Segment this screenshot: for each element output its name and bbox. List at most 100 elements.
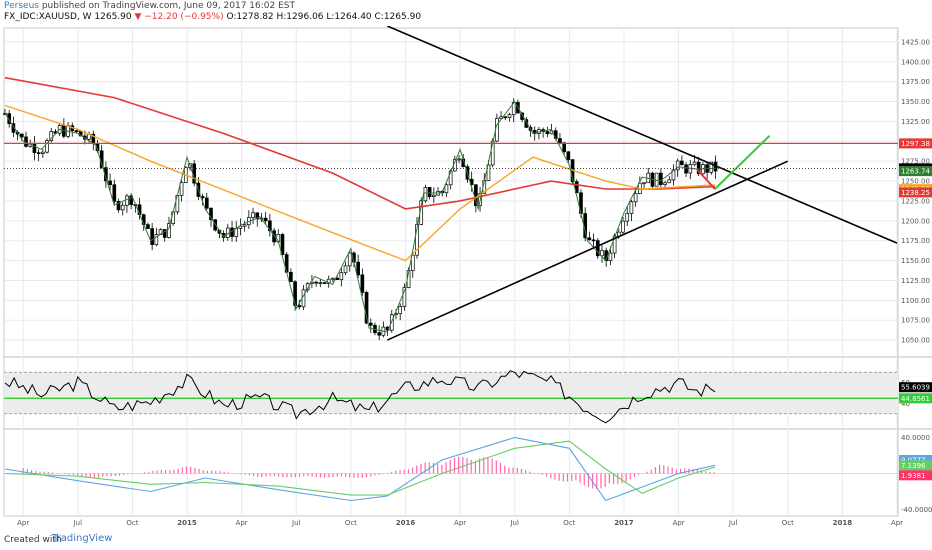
- candle-body: [457, 158, 461, 161]
- candle-body: [423, 187, 428, 202]
- moving-average-red: [4, 76, 716, 210]
- macd-tag-bg: [899, 455, 932, 465]
- rsi-tag-bg: [899, 382, 932, 393]
- y-tick-label: 1375.00: [901, 78, 930, 86]
- candle-body: [591, 239, 596, 242]
- candle-body: [507, 114, 512, 118]
- symbol-line: FX_IDC:XAUUSD, W 1265.90 ▼ −12.20 (−0.95…: [4, 12, 421, 22]
- published-info: published on TradingView.com, June 09, 2…: [41, 1, 295, 11]
- candle-body: [402, 287, 407, 307]
- x-tick-label: Jul: [509, 519, 519, 527]
- y-tick-label: 1075.00: [901, 317, 930, 325]
- x-tick-label: Oct: [563, 519, 575, 527]
- candle-body: [19, 133, 24, 138]
- rsi-tag-bg: [899, 393, 932, 404]
- price-change: ▼ −12.20 (−0.95%): [134, 12, 224, 22]
- candle-body: [263, 217, 268, 222]
- macd-signal-line: [4, 440, 716, 496]
- candle-body: [289, 271, 293, 283]
- green-projection: [714, 135, 771, 190]
- candle-body: [415, 224, 419, 256]
- candle-body: [251, 212, 255, 218]
- candle-body: [600, 250, 604, 257]
- candle-body: [444, 184, 449, 194]
- y-tick-label: 1325.00: [901, 118, 930, 126]
- macd-tag: 7.1396: [901, 462, 926, 470]
- macd-tick-label: -40.0000: [901, 506, 932, 514]
- candle-body: [74, 130, 79, 133]
- macd-tick-label: 40.0000: [901, 434, 930, 442]
- candle-body: [41, 151, 45, 154]
- candle-body: [680, 160, 684, 166]
- candle-body: [318, 282, 323, 284]
- candle-body: [377, 332, 381, 336]
- y-tick-label: 1125.00: [901, 277, 930, 285]
- y-tick-label: 1425.00: [901, 38, 930, 46]
- candle-body: [146, 224, 150, 229]
- chart-area[interactable]: Apr Jul Oct 2015 Apr Jul Oct 2016 Apr Jul Oct 2017 A…: [0, 26, 932, 530]
- candle-body: [360, 274, 365, 293]
- candle-body: [545, 131, 550, 135]
- candle-body: [209, 207, 213, 221]
- x-tick-label: Jul: [291, 519, 301, 527]
- footer: Created with TradingView: [0, 530, 932, 550]
- rsi-band: [4, 372, 898, 414]
- candle-body: [696, 161, 701, 175]
- candle-body: [272, 230, 276, 243]
- candle-body: [532, 130, 537, 134]
- candle-body: [675, 160, 680, 171]
- candle-body: [45, 140, 49, 153]
- candle-body: [179, 182, 184, 196]
- candle-body: [659, 172, 663, 185]
- price-tag: 1263.74: [901, 168, 930, 176]
- y-tick-label: 1050.00: [901, 337, 930, 345]
- candle-body: [432, 194, 436, 198]
- candle-body: [486, 164, 491, 181]
- candle-body: [120, 204, 125, 211]
- price-tag: 1238.25: [901, 189, 930, 197]
- rsi-tag: 55.6039: [901, 384, 930, 392]
- candle-body: [692, 161, 697, 165]
- candle-body: [331, 277, 335, 280]
- moving-average-orange: [4, 104, 716, 262]
- candle-body: [427, 187, 432, 198]
- candle-body: [574, 181, 579, 194]
- candle-body: [566, 151, 571, 160]
- candle-body: [621, 220, 625, 233]
- axes: Apr Jul Oct 2015 Apr Jul Oct 2016 Apr Jul Oct 2017 A…: [17, 38, 932, 527]
- candle-body: [255, 212, 260, 220]
- candle-body: [314, 281, 318, 284]
- candle-body: [629, 201, 634, 214]
- candle-body: [709, 161, 714, 173]
- ascending-trendline: [386, 160, 789, 341]
- descending-trendline: [386, 26, 898, 244]
- y-tick-label: 1100.00: [901, 297, 930, 305]
- y-tick-label: 1350.00: [901, 98, 930, 106]
- candle-body: [339, 272, 344, 280]
- candle-body: [410, 254, 415, 271]
- x-tick-label: Apr: [672, 519, 684, 527]
- chart-header: Perseus published on TradingView.com, Ju…: [0, 0, 932, 26]
- x-tick-label: 2017: [614, 519, 634, 527]
- rsi-tag: 44.8561: [901, 395, 930, 403]
- candle-body: [322, 282, 327, 284]
- x-tick-label: Apr: [17, 519, 29, 527]
- author-name[interactable]: Perseus: [4, 1, 39, 11]
- red-projection: [696, 168, 716, 190]
- candle-body: [347, 252, 352, 267]
- candle-body: [684, 164, 688, 174]
- x-tick-label: 2015: [177, 519, 197, 527]
- tradingview-logo-text[interactable]: TradingView: [52, 533, 113, 544]
- candle-body: [167, 223, 171, 238]
- candle-body: [49, 131, 54, 141]
- macd-pane: [4, 436, 898, 502]
- x-tick-label: Apr: [236, 519, 248, 527]
- publish-line: Perseus published on TradingView.com, Ju…: [4, 1, 295, 11]
- candle-body: [503, 116, 508, 119]
- candle-body: [116, 200, 121, 211]
- candle-body: [150, 228, 154, 245]
- rsi-tick-label: 40: [901, 400, 910, 408]
- candle-body: [326, 278, 331, 284]
- candle-body: [633, 193, 638, 203]
- x-tick-label: Apr: [891, 519, 903, 527]
